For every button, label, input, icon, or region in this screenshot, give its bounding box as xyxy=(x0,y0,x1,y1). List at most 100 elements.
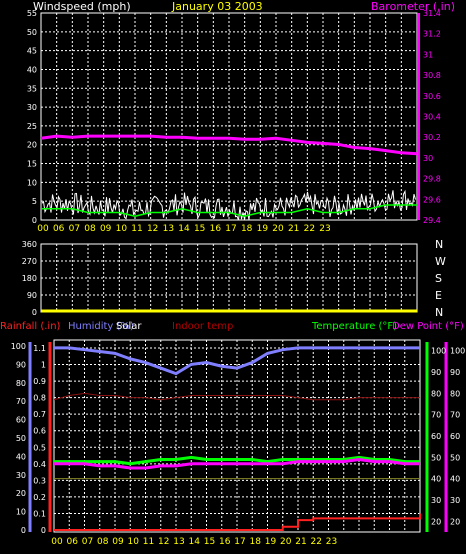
dewpoint-axis: 100 90 80 70 60 50 40 30 20 xyxy=(450,347,465,527)
direction-grid xyxy=(41,244,417,312)
dewpoint-tick-label: 70 xyxy=(450,411,460,420)
humidity-tick-label: 0 xyxy=(21,526,26,535)
hour-label: 18 xyxy=(241,224,253,232)
hour-label: 13 xyxy=(163,224,174,232)
wind-tick-label: 35 xyxy=(27,84,37,93)
barometer-line xyxy=(40,134,418,156)
barometer-tick-label: 29.6 xyxy=(423,195,441,204)
hour-label: 13 xyxy=(173,537,184,547)
hour-label: 09 xyxy=(112,537,124,547)
wind-tick-label: 5 xyxy=(32,197,37,206)
temperature-tick-label: 80 xyxy=(431,389,441,398)
barometer-tick-label: 29.4 xyxy=(423,216,441,225)
hour-label: 21 xyxy=(288,224,299,232)
temp-humidity-rain-chart: Rainfall (.in) Humidity (%) Solar Indoor… xyxy=(0,321,465,547)
hour-label: 21 xyxy=(295,537,306,547)
hour-label: 22 xyxy=(311,537,322,547)
indoor-temp-line xyxy=(53,392,420,401)
hour-label: 23 xyxy=(326,537,337,547)
wind-plot-area xyxy=(40,12,418,221)
windspeed-title: Windspeed (mph) xyxy=(33,0,131,13)
hour-label: 08 xyxy=(84,224,96,232)
hour-label: 10 xyxy=(128,537,140,547)
humidity-tick-label: 90 xyxy=(16,360,26,369)
hour-label: 15 xyxy=(204,537,215,547)
compass-label: N xyxy=(435,238,443,251)
wind-grid xyxy=(41,13,417,220)
wind-tick-label: 15 xyxy=(27,160,37,169)
rain-tick-label: 0.7 xyxy=(33,410,46,419)
humidity-tick-label: 10 xyxy=(16,508,26,517)
hour-label: 10 xyxy=(116,224,128,232)
hour-label: 00 xyxy=(37,224,49,232)
solar-title: Solar xyxy=(116,321,142,332)
hour-label: 06 xyxy=(67,537,79,547)
hour-label: 16 xyxy=(210,224,222,232)
wind-gust-trace xyxy=(41,189,416,221)
compass-label: N xyxy=(435,306,443,318)
temperature-tick-label: 20 xyxy=(431,517,441,526)
temperature-tick-label: 90 xyxy=(431,368,441,377)
humidity-line xyxy=(54,346,420,376)
barometer-tick-label: 31.2 xyxy=(423,30,441,39)
rainfall-axis: 1.1 1 0.9 0.8 0.7 0.6 0.5 0.4 0.3 0.2 0.1 0 xyxy=(33,344,46,535)
rain-tick-label: 0.2 xyxy=(33,493,46,502)
hour-label: 19 xyxy=(265,537,277,547)
barometer-title: Barometer (.in) xyxy=(371,0,455,13)
barometer-right-axis: 31.4 31.2 31 30.8 30.6 30.4 30.2 30 29.8 29.6 29.4 xyxy=(418,9,441,225)
temperature-tick-label: 60 xyxy=(431,432,441,441)
dewpoint-line xyxy=(54,457,420,470)
wind-tick-label: 50 xyxy=(27,28,37,37)
dewpoint-tick-label: 90 xyxy=(450,368,460,377)
direction-tick-label: 90 xyxy=(27,291,37,300)
temperature-tick-label: 40 xyxy=(431,475,441,484)
humidity-tick-label: 70 xyxy=(16,397,26,406)
dewpoint-tick-label: 80 xyxy=(450,389,460,398)
dewpoint-tick-label: 60 xyxy=(450,432,460,441)
rain-tick-label: 0.8 xyxy=(33,394,46,403)
rain-tick-label: 1 xyxy=(41,361,46,370)
rain-tick-label: 0.3 xyxy=(33,476,46,485)
rain-tick-label: 1.1 xyxy=(33,344,46,353)
hour-label: 12 xyxy=(147,224,158,232)
rain-tick-label: 0.1 xyxy=(33,509,46,518)
humidity-tick-label: 30 xyxy=(16,471,26,480)
direction-left-axis: 360 270 180 90 0 xyxy=(22,240,37,317)
wind-tick-label: 20 xyxy=(27,141,37,150)
hour-label: 18 xyxy=(250,537,262,547)
temperature-axis: 100 90 80 70 60 50 40 30 20 xyxy=(431,347,446,527)
barometer-tick-label: 31.4 xyxy=(423,9,441,18)
humidity-tick-label: 50 xyxy=(16,434,26,443)
hour-label: 08 xyxy=(97,537,109,547)
barometer-tick-label: 29.8 xyxy=(423,175,441,184)
rain-tick-label: 0.9 xyxy=(33,377,46,386)
wind-tick-label: 0 xyxy=(32,216,37,225)
rainfall-line xyxy=(54,513,421,531)
compass-label: S xyxy=(435,272,442,285)
hour-label: 11 xyxy=(131,224,142,232)
humidity-tick-label: 20 xyxy=(16,489,26,498)
wind-tick-label: 25 xyxy=(27,122,37,131)
wind-tick-label: 10 xyxy=(27,178,37,187)
direction-tick-label: 360 xyxy=(22,240,37,249)
humidity-tick-label: 80 xyxy=(16,379,26,388)
wind-barometer-chart: Windspeed (mph) January 03 2003 Baromete… xyxy=(27,0,455,232)
hour-label: 07 xyxy=(69,224,80,232)
humidity-tick-label: 40 xyxy=(16,452,26,461)
humidity-tick-label: 60 xyxy=(16,416,26,425)
rain-tick-label: 0.6 xyxy=(33,427,46,436)
barometer-tick-label: 31 xyxy=(423,50,433,59)
hour-label: 17 xyxy=(225,224,236,232)
wind-hour-axis: 00 06 07 08 09 10 11 12 13 14 15 16 17 18 19 20 21 22 23 xyxy=(37,224,330,232)
wind-tick-label: 40 xyxy=(27,65,37,74)
barometer-tick-label: 30 xyxy=(423,154,433,163)
hour-label: 20 xyxy=(280,537,292,547)
compass-label: W xyxy=(435,255,446,268)
dewpoint-title: Dew Point (°F) xyxy=(392,321,464,332)
hour-label: 06 xyxy=(53,224,65,232)
wind-gust-series xyxy=(41,189,416,221)
hour-label: 16 xyxy=(219,537,231,547)
